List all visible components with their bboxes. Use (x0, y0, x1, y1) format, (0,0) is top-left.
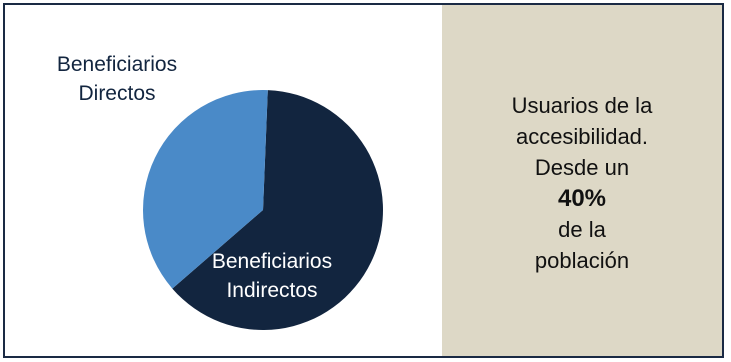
info-line-5: de la (558, 216, 606, 242)
info-line-2: accesibilidad. (515, 123, 649, 149)
label-directos-line-2: Directos (78, 82, 155, 105)
label-indirectos-line-2: Indirectos (226, 279, 317, 302)
info-line-1: Usuarios de la (511, 92, 653, 118)
label-directos-line-1: Beneficiarios (57, 53, 177, 76)
slide-frame: Beneficiarios Directos Beneficiarios Indire… (3, 3, 724, 358)
pie-chart-area: Beneficiarios Directos Beneficiarios Indire… (5, 5, 441, 356)
info-highlight-percent: 40% (557, 184, 607, 212)
label-indirectos-line-1: Beneficiarios (212, 250, 332, 273)
info-panel: Usuarios de la accesibilidad. Desde un 4… (442, 5, 722, 356)
pie-chart: Beneficiarios Directos Beneficiarios Indire… (57, 53, 384, 331)
label-indirectos: Beneficiarios Indirectos (212, 250, 332, 302)
slice-indirectos (172, 90, 384, 331)
info-line-3: Desde un (534, 154, 630, 180)
info-line-6: población (534, 247, 630, 273)
slice-directos (143, 89, 268, 289)
label-directos: Beneficiarios Directos (57, 53, 177, 105)
